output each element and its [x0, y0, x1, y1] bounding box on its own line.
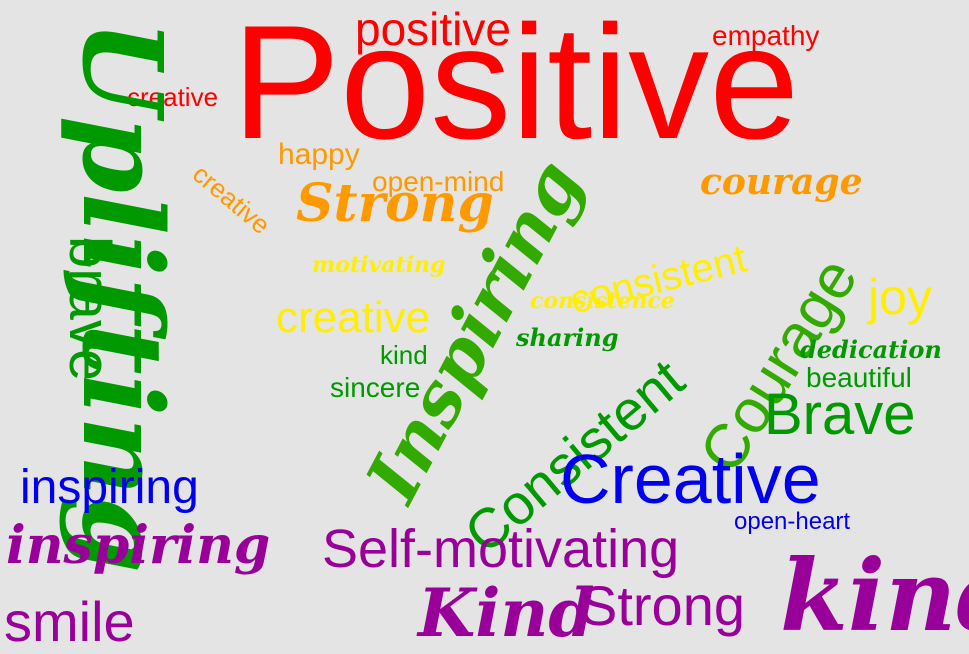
word-open-heart: open-heart [734, 508, 851, 535]
word-happy: happy [278, 138, 360, 171]
word-sharing: sharing [516, 323, 619, 352]
word-creative-blue: Creative [560, 440, 821, 518]
word-strong-script: Strong [296, 173, 494, 234]
word-creative-yellow: creative [276, 293, 431, 342]
word-kind-small: kind [380, 340, 428, 370]
word-positive-large: Positive [232, 0, 800, 173]
word-open-mind: open-mind [372, 166, 505, 197]
word-creative-red: creative [127, 82, 219, 112]
word-kind-script: Kind [418, 574, 595, 652]
word-kind-large: kind [780, 539, 969, 654]
word-consistence: consistence [530, 288, 675, 314]
word-dedication: dedication [800, 335, 942, 364]
word-strong-purple: Strong [580, 574, 745, 637]
word-brave-vertical: brave [57, 236, 122, 382]
word-motivating: motivating [312, 252, 446, 278]
word-smile: smile [4, 590, 135, 653]
word-joy: joy [868, 269, 932, 325]
word-beautiful: beautiful [806, 362, 912, 393]
word-inspiring-purple: inspiring [6, 515, 271, 576]
word-inspiring-blue: inspiring [20, 461, 199, 514]
word-courage-script: courage [700, 161, 863, 203]
word-sincere: sincere [330, 372, 421, 403]
word-positive-small: positive [355, 3, 511, 55]
word-brave-large: Brave [764, 382, 916, 447]
word-empathy: empathy [712, 20, 820, 51]
word-self-motivating: Self-motivating [322, 519, 680, 579]
